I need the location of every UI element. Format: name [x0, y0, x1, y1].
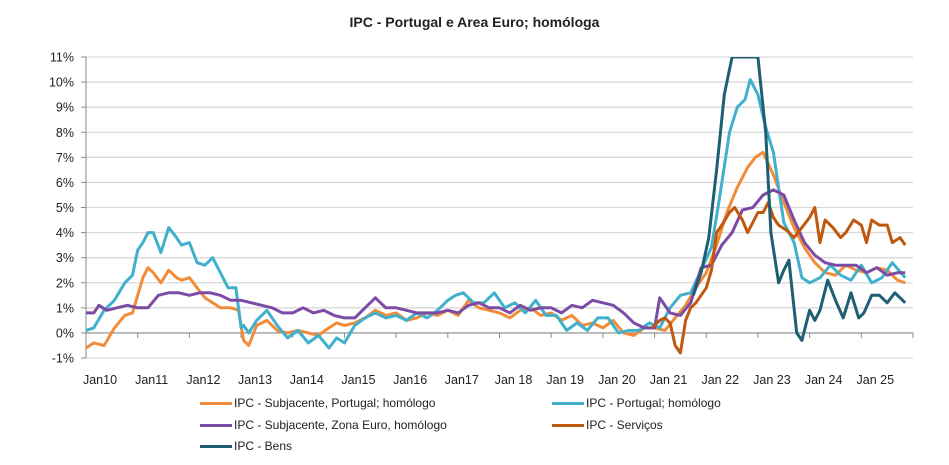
y-tick-label: -1%	[52, 352, 74, 366]
x-tick-label: Jan 20	[598, 373, 636, 387]
legend-swatch	[552, 423, 584, 427]
x-tick-label: Jan14	[290, 373, 324, 387]
x-tick-label: Jan 25	[857, 373, 895, 387]
y-tick-label: 11%	[50, 51, 74, 65]
y-tick-label: 9%	[56, 101, 74, 115]
x-tick-label: Jan 23	[753, 373, 791, 387]
legend-label: IPC - Portugal; homólogo	[586, 396, 721, 410]
y-tick-label: 2%	[56, 276, 74, 290]
y-tick-label: 10%	[49, 76, 74, 90]
chart-title: IPC - Portugal e Area Euro; homóloga	[349, 14, 600, 30]
legend-item: IPC - Subjacente, Portugal; homólogo	[200, 396, 435, 410]
series-line-4	[691, 57, 907, 342]
legend-label: IPC - Subjacente, Zona Euro, homólogo	[234, 418, 447, 432]
legend-swatch	[200, 423, 232, 427]
legend-item: IPC - Portugal; homólogo	[552, 396, 721, 410]
x-tick-label: Jan16	[393, 373, 427, 387]
series-line-1	[86, 78, 907, 350]
x-tick-label: Jan 18	[495, 373, 533, 387]
x-tick-label: Jan 19	[546, 373, 584, 387]
x-tick-label: Jan15	[341, 373, 375, 387]
x-tick-label: Jan12	[186, 373, 220, 387]
legend-label: IPC - Bens	[234, 439, 293, 453]
legend-swatch	[200, 444, 232, 448]
legend-label: IPC - Serviços	[586, 418, 663, 432]
y-tick-label: 4%	[56, 226, 74, 240]
x-tick-label: Jan 24	[805, 373, 843, 387]
x-tick-label: Jan 21	[650, 373, 688, 387]
x-tick-label: Jan11	[135, 373, 168, 387]
x-tick-label: Jan13	[238, 373, 272, 387]
y-tick-label: 8%	[56, 126, 74, 140]
x-tick-label: Jan10	[83, 373, 117, 387]
legend-swatch	[200, 401, 232, 405]
legend-item: IPC - Subjacente, Zona Euro, homólogo	[200, 418, 447, 432]
legend-swatch	[552, 401, 584, 405]
y-tick-label: 6%	[56, 176, 74, 190]
y-tick-label: 3%	[56, 251, 74, 265]
legend-item: IPC - Bens	[200, 439, 292, 453]
y-tick-label: 5%	[56, 201, 74, 215]
y-tick-label: 1%	[56, 301, 74, 315]
y-tick-label: 7%	[56, 151, 74, 165]
legend-label: IPC - Subjacente, Portugal; homólogo	[234, 396, 436, 410]
x-tick-label: Jan17	[445, 373, 479, 387]
y-tick-label: 0%	[56, 326, 74, 340]
legend-item: IPC - Serviços	[552, 418, 663, 432]
series-line-0	[86, 150, 906, 350]
x-tick-label: Jan 22	[701, 373, 739, 387]
